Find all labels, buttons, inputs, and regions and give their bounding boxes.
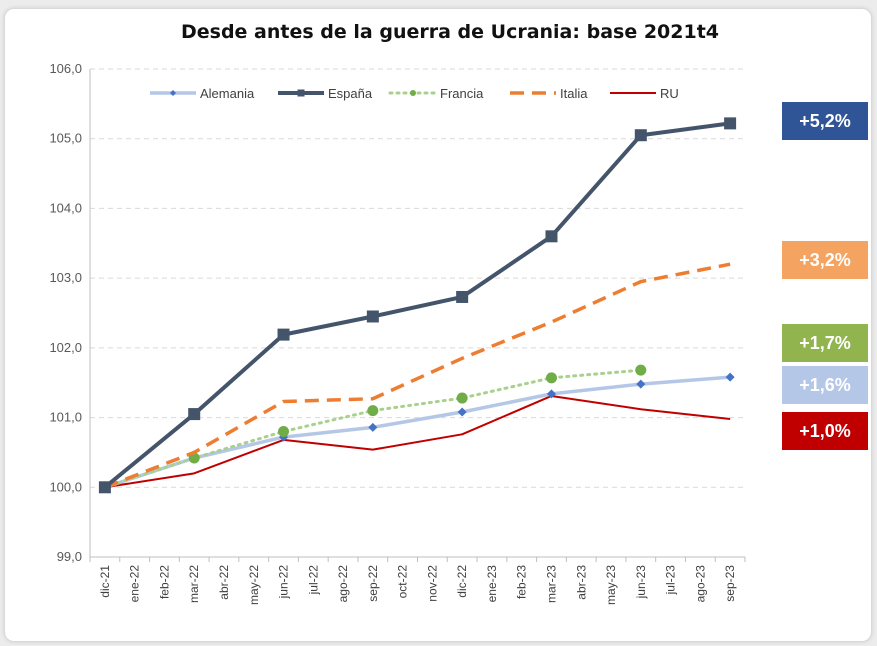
x-tick-label: may-22 [247,565,261,605]
chart-title: Desde antes de la guerra de Ucrania: bas… [181,21,719,43]
badge: +1,7% [782,324,868,362]
badge: +5,2% [782,102,868,140]
data-point-square [366,310,379,323]
x-tick-label: mar-23 [544,565,558,603]
x-tick-label: mar-22 [187,565,201,603]
badges: +5,2% +3,2% +1,7% +1,6% +1,0% [782,102,868,450]
data-point-diamond [725,372,735,382]
legend-label: Alemania [200,86,255,101]
data-point-square [188,408,201,421]
badge-label: +1,7% [799,333,851,353]
y-tick-label: 106,0 [49,61,82,76]
series-lines [98,117,737,494]
badge-label: +5,2% [799,111,851,131]
series-line [103,121,731,489]
x-tick-label: feb-22 [157,565,171,599]
x-tick-label: dic-21 [98,565,112,598]
data-point-circle [278,426,290,438]
y-tick-label: 100,0 [49,479,82,494]
badge-label: +1,0% [799,421,851,441]
badge-box [782,366,868,404]
legend-label: España [328,86,373,101]
data-point-diamond [636,379,646,389]
x-tick-label: jul-23 [664,565,678,596]
y-tick-label: 102,0 [49,340,82,355]
x-tick-label: sep-23 [723,565,737,602]
x-tick-label: jun-23 [634,565,648,600]
data-point-diamond [170,90,176,96]
x-tick-label: ene-23 [485,565,499,603]
data-point-square [724,117,737,130]
data-point-circle [410,90,416,96]
data-point-square [277,328,290,341]
x-tick-label: jun-22 [277,565,291,600]
badge-box [782,324,868,362]
x-tick-label: ago-23 [693,565,707,603]
y-tick-label: 104,0 [49,200,82,215]
data-point-square [634,129,647,142]
legend-label: Francia [440,86,484,101]
series-italia [104,262,731,489]
badge-label: +3,2% [799,250,851,270]
chart-card [4,8,872,642]
x-tick-label: dic-22 [455,565,469,598]
data-point-diamond [368,422,378,432]
data-point-square [98,481,111,494]
y-axis: 99,0 100,0 101,0 102,0 103,0 104,0 105,0 106,0 [49,61,91,564]
x-tick-label: oct-22 [396,565,410,599]
x-tick-label: ago-22 [336,565,350,603]
legend: Alemania España Francia Italia RU [150,86,679,101]
data-point-diamond [546,389,556,399]
data-point-circle [635,364,647,376]
legend-item-ru: RU [610,86,679,101]
data-point-diamond [457,407,467,417]
legend-item-alemania: Alemania [150,86,255,101]
x-tick-label: abr-22 [217,565,231,600]
x-tick-label: feb-23 [515,565,529,599]
legend-label: Italia [560,86,588,101]
y-tick-label: 103,0 [49,270,82,285]
x-tick-label: nov-22 [425,565,439,602]
data-point-square [297,89,305,97]
legend-item-españa: España [278,86,373,101]
series-españa [98,117,737,494]
x-tick-label: sep-22 [366,565,380,602]
series-ru [104,394,731,489]
series-line [104,394,731,489]
x-tick-label: ene-22 [128,565,142,603]
badge: +1,0% [782,412,868,450]
series-line [104,262,731,489]
data-point-square [545,230,558,243]
data-point-square [456,290,469,303]
x-tick-label: jul-22 [306,565,320,596]
data-point-circle [367,405,379,417]
badge-box [782,102,868,140]
badge: +3,2% [782,241,868,279]
y-tick-label: 105,0 [49,131,82,146]
badge-label: +1,6% [799,375,851,395]
data-point-circle [545,372,557,384]
x-tick-label: abr-23 [574,565,588,600]
x-tick-label: may-23 [604,565,618,605]
legend-item-francia: Francia [388,86,484,101]
x-axis: dic-21 ene-22 feb-22 mar-22 abr-22 may-22 jun-… [89,556,746,605]
y-tick-label: 99,0 [57,549,82,564]
y-tick-label: 101,0 [49,410,82,425]
badge-box [782,412,868,450]
badge: +1,6% [782,366,868,404]
legend-item-italia: Italia [510,86,588,101]
data-point-circle [456,392,468,404]
legend-label: RU [660,86,679,101]
badge-box [782,241,868,279]
series-line [104,375,731,489]
